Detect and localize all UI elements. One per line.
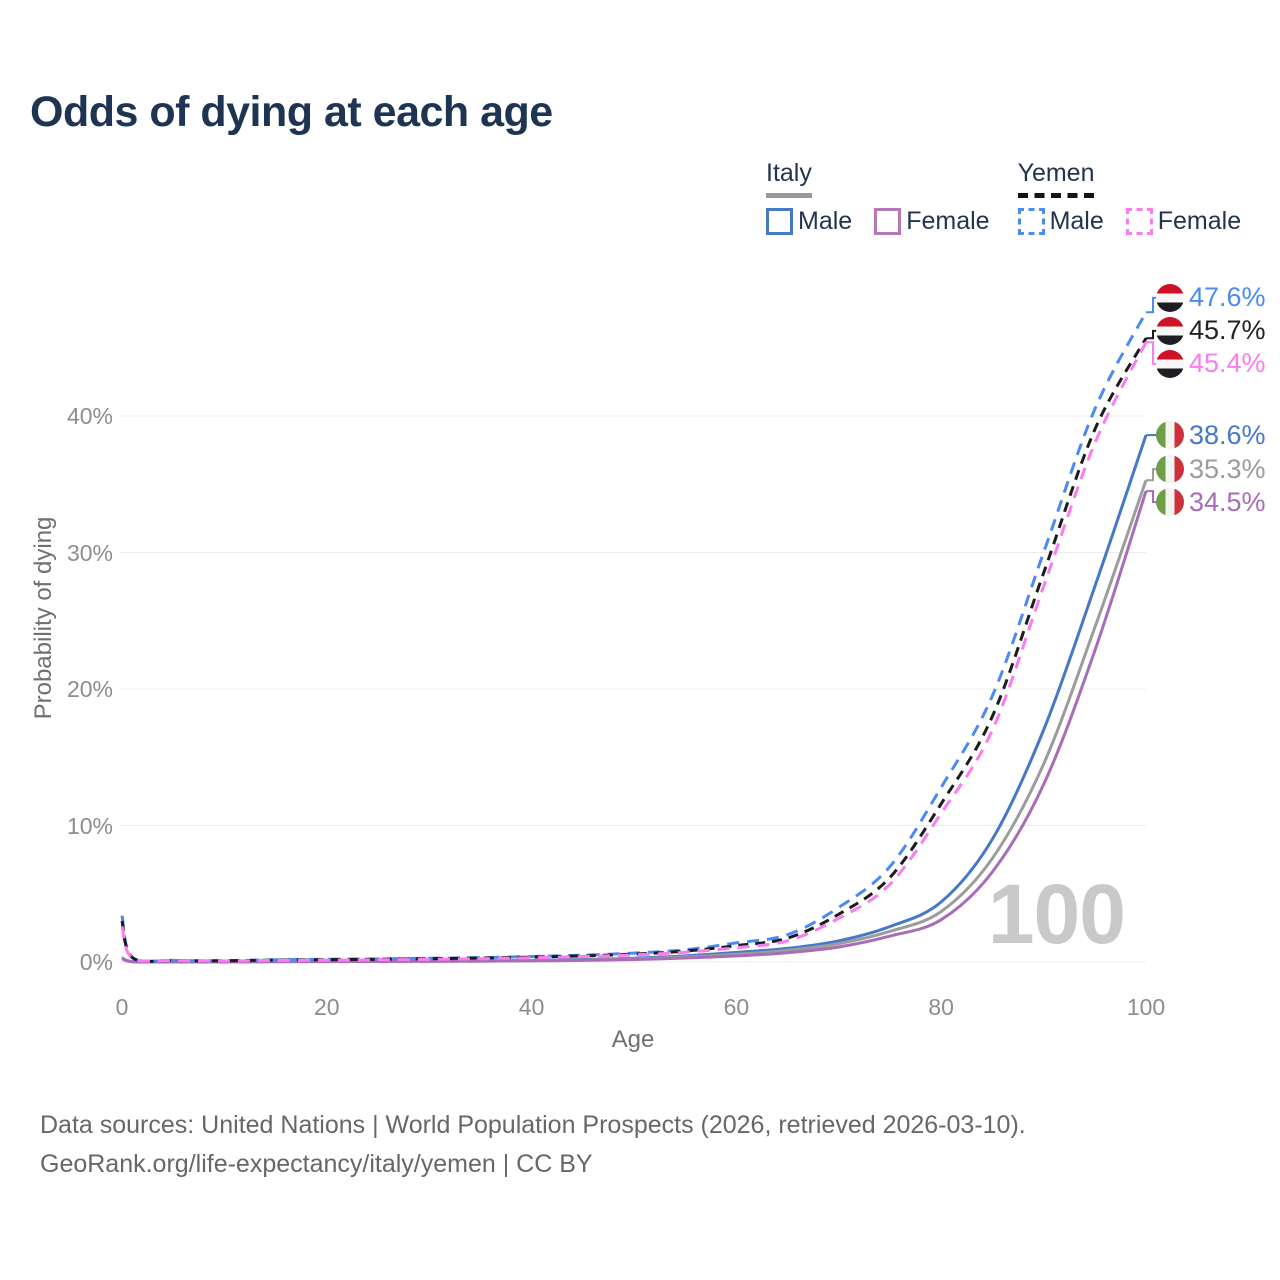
end-label-value: 38.6% — [1189, 419, 1266, 450]
y-tick-label-0%: 0% — [79, 949, 113, 975]
end-label-yemen-female: 45.4% — [1156, 348, 1266, 379]
legend-swatch-yemen-male — [1017, 207, 1045, 235]
legend-swatch-yemen-female — [1125, 207, 1153, 235]
y-axis-title: Probability of dying — [30, 516, 57, 720]
legend-item-italy-female[interactable]: Female — [874, 206, 990, 236]
legend-item-yemen-female[interactable]: Female — [1125, 206, 1242, 236]
yemen-flag-icon — [1156, 349, 1184, 378]
legend: Italy Male Female Yemen Male Female — [766, 159, 1242, 236]
legend-item-label: Female — [906, 206, 990, 235]
series-line-yemen-female — [120, 341, 1148, 963]
legend-item-label: Male — [1049, 206, 1104, 235]
end-label-value: 35.3% — [1189, 453, 1266, 484]
end-label-value: 45.7% — [1189, 315, 1266, 346]
footer-data-sources: Data sources: United Nations | World Pop… — [40, 1111, 1026, 1139]
page-title: Odds of dying at each age — [30, 88, 553, 136]
end-label-value: 47.6% — [1189, 282, 1266, 313]
label-connector-italy-female — [1146, 490, 1158, 504]
x-tick-label-60: 60 — [723, 994, 750, 1020]
italy-flag-icon — [1156, 421, 1184, 450]
x-tick-label-80: 80 — [928, 994, 954, 1020]
end-label-yemen-both: 45.7% — [1156, 315, 1266, 346]
legend-group-italy: Italy Male Female — [766, 159, 990, 236]
x-tick-label-0: 0 — [115, 994, 129, 1020]
legend-swatch-italy-male — [766, 207, 793, 235]
x-tick-label-100: 100 — [1126, 994, 1166, 1020]
legend-item-italy-male[interactable]: Male — [766, 207, 852, 236]
y-tick-label-30%: 30% — [66, 539, 113, 566]
yemen-flag-icon — [1156, 316, 1184, 345]
x-tick-label-20: 20 — [314, 994, 340, 1020]
legend-swatch-italy-female — [874, 207, 902, 235]
end-label-italy-male: 38.6% — [1156, 420, 1266, 450]
end-label-yemen-male: 47.6% — [1156, 282, 1266, 313]
legend-item-label: Male — [798, 206, 853, 235]
end-label-value: 45.4% — [1189, 348, 1266, 379]
label-connector-yemen-male — [1146, 296, 1158, 314]
end-label-italy-both: 35.3% — [1156, 454, 1266, 484]
label-connector-yemen-female — [1146, 341, 1158, 365]
italy-flag-icon — [1156, 455, 1184, 484]
y-tick-label-10%: 10% — [66, 812, 113, 839]
hover-age-indicator: 100 — [987, 867, 1126, 961]
x-axis-title: Age — [611, 1026, 655, 1053]
footer: Data sources: United Nations | World Pop… — [40, 1106, 1026, 1184]
italy-flag-icon — [1156, 488, 1184, 517]
x-tick-label-40: 40 — [518, 994, 545, 1020]
legend-group-header-italy: Italy — [766, 159, 812, 198]
y-tick-label-20%: 20% — [66, 676, 113, 702]
label-connector-italy-both — [1146, 468, 1158, 482]
yemen-flag-icon — [1156, 283, 1184, 312]
end-label-value: 34.5% — [1189, 486, 1266, 517]
footer-attribution: GeoRank.org/life-expectancy/italy/yemen … — [40, 1150, 593, 1178]
end-label-italy-female: 34.5% — [1156, 487, 1266, 517]
legend-item-yemen-male[interactable]: Male — [1017, 206, 1104, 236]
legend-group-header-yemen: Yemen — [1017, 159, 1095, 198]
label-connector-yemen-both — [1146, 329, 1158, 340]
legend-group-yemen: Yemen Male Female — [1017, 159, 1242, 236]
y-tick-label-40%: 40% — [66, 403, 113, 429]
legend-item-label: Female — [1157, 206, 1242, 235]
